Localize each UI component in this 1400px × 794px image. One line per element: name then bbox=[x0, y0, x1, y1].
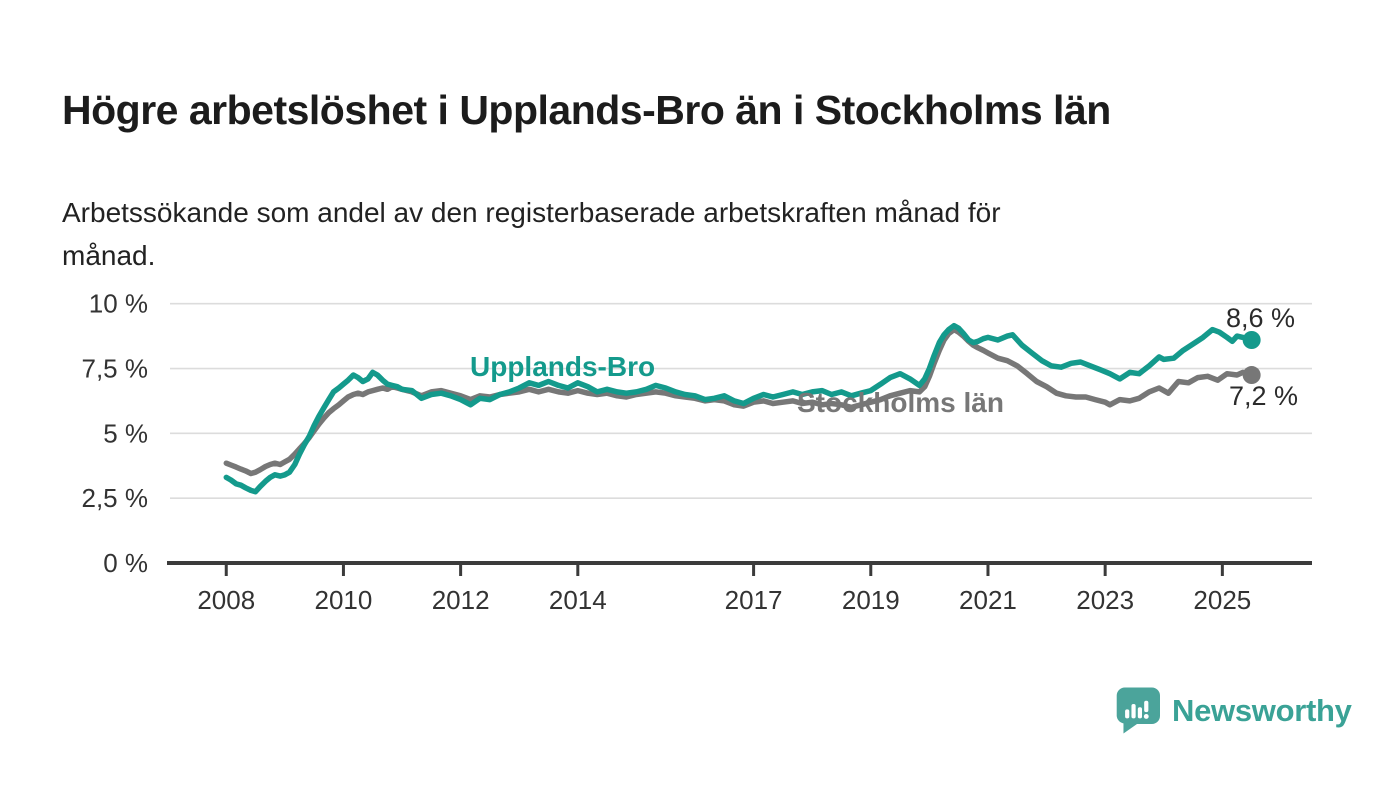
y-axis-tick-label: 0 % bbox=[103, 548, 148, 578]
x-axis-tick-label: 2012 bbox=[432, 585, 490, 615]
end-value-label-stockholms-lan: 7,2 % bbox=[1229, 381, 1299, 411]
x-axis-tick-label: 2014 bbox=[549, 585, 607, 615]
y-axis-tick-label: 10 % bbox=[89, 289, 148, 319]
line-chart: 0 % 2,5 % 5 % 7,5 % 10 % 2008 2010 2012 2014 2017… bbox=[82, 289, 1312, 615]
y-axis-tick-label: 2,5 % bbox=[82, 483, 149, 513]
x-axis-tick-label: 2021 bbox=[959, 585, 1017, 615]
page-title: Högre arbetslöshet i Upplands-Bro än i S… bbox=[62, 87, 1111, 134]
series-end-dot-stockholms-l-n bbox=[1242, 366, 1261, 385]
x-axis-tick-label: 2008 bbox=[197, 585, 255, 615]
chart-subtitle: Arbetssökande som andel av den registerb… bbox=[62, 197, 1001, 271]
x-axis-tick-label: 2019 bbox=[842, 585, 900, 615]
x-axis-tick-label: 2017 bbox=[725, 585, 783, 615]
x-axis-tick-label: 2010 bbox=[315, 585, 373, 615]
y-axis-tick-label: 7,5 % bbox=[82, 354, 149, 384]
series-label-upplands-bro: Upplands-Bro bbox=[470, 351, 656, 382]
series-line-upplands-bro bbox=[223, 322, 1255, 495]
series-label-stockholms-lan: Stockholms län bbox=[797, 387, 1004, 418]
newsworthy-logo-icon bbox=[1116, 687, 1160, 734]
brand-name: Newsworthy bbox=[1172, 692, 1352, 728]
series-end-dot-upplands-bro bbox=[1242, 331, 1261, 350]
y-axis-tick-label: 5 % bbox=[103, 418, 148, 448]
brand-footer: Newsworthy bbox=[1114, 686, 1352, 735]
x-axis-tick-label: 2025 bbox=[1193, 585, 1251, 615]
end-value-label-upplands-bro: 8,6 % bbox=[1226, 303, 1296, 333]
x-axis-tick-label: 2023 bbox=[1076, 585, 1134, 615]
